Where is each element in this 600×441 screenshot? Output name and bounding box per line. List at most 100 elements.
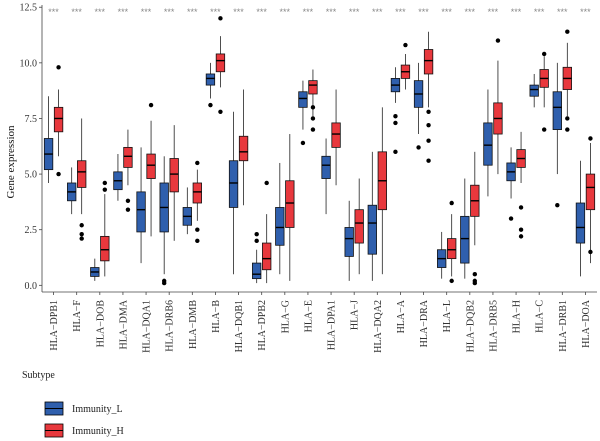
- box-immunity-h: [308, 80, 318, 95]
- x-tick-label: HLA−DMB: [188, 300, 199, 349]
- outlier-immunity-h: [565, 116, 570, 121]
- outlier-immunity-l: [161, 278, 167, 284]
- x-tick-label: HLA−DPB2: [257, 300, 268, 351]
- outlier-immunity-h: [518, 227, 524, 232]
- significance-label: ***: [95, 7, 106, 17]
- x-tick-label: HLA−DRA: [419, 299, 430, 347]
- x-tick-label: HLA−DQA1: [142, 300, 153, 353]
- box-immunity-h: [100, 235, 110, 262]
- y-tick-label: 2.5: [25, 225, 38, 236]
- outlier-immunity-h: [426, 122, 431, 128]
- outlier-immunity-h: [403, 42, 408, 48]
- box-immunity-h: [331, 122, 341, 148]
- outlier-immunity-h: [565, 29, 570, 34]
- outlier-immunity-h: [310, 116, 316, 121]
- significance-label: ***: [280, 7, 291, 17]
- y-tick-label: 12.5: [20, 3, 38, 14]
- box-immunity-h: [262, 242, 272, 271]
- significance-label: ***: [534, 7, 545, 17]
- box-immunity-l: [275, 207, 285, 246]
- x-tick-label: HLA−B: [211, 300, 222, 333]
- box-immunity-h: [354, 209, 364, 244]
- outlier-immunity-h: [195, 160, 200, 166]
- x-tick-label: HLA−A: [396, 299, 407, 333]
- outlier-immunity-h: [588, 249, 593, 255]
- x-tick-label: HLA−DQA2: [373, 300, 384, 353]
- outlier-immunity-h: [56, 171, 61, 177]
- outlier-immunity-h: [518, 205, 524, 210]
- box-immunity-l: [344, 227, 354, 257]
- x-tick-label: HLA−DQB2: [465, 300, 476, 352]
- outlier-immunity-h: [310, 127, 316, 132]
- significance-label: ***: [372, 7, 383, 17]
- x-tick-label: HLA−J: [350, 300, 361, 330]
- x-tick-label: HLA−C: [535, 300, 546, 333]
- box-immunity-h: [53, 106, 64, 133]
- box-immunity-h: [215, 53, 226, 73]
- outlier-immunity-h: [449, 278, 454, 284]
- box-immunity-h: [447, 238, 457, 260]
- outlier-immunity-h: [310, 105, 316, 110]
- box-immunity-h: [585, 173, 596, 211]
- significance-label: ***: [511, 7, 522, 17]
- y-tick-label: 7.5: [25, 114, 38, 125]
- outlier-immunity-h: [56, 65, 61, 70]
- outlier-immunity-l: [254, 231, 259, 237]
- outlier-immunity-h: [148, 102, 154, 108]
- significance-label: ***: [303, 7, 314, 17]
- box-immunity-l: [298, 91, 308, 108]
- x-tick-label: HLA−DMA: [118, 299, 129, 349]
- box-immunity-h: [238, 135, 249, 162]
- box-immunity-l: [367, 204, 377, 255]
- significance-label: ***: [187, 7, 198, 17]
- x-tick-label: HLA−G: [280, 300, 291, 333]
- x-tick-label: HLA−DRB1: [558, 300, 569, 352]
- outlier-immunity-h: [79, 236, 84, 241]
- outlier-immunity-l: [393, 114, 398, 119]
- box-immunity-l: [460, 215, 470, 264]
- box-immunity-h: [423, 49, 434, 75]
- box-immunity-h: [77, 160, 87, 188]
- outlier-immunity-h: [565, 127, 570, 132]
- significance-label: ***: [488, 7, 499, 17]
- box-immunity-l: [552, 91, 562, 130]
- outlier-immunity-h: [472, 280, 478, 286]
- significance-label: ***: [48, 7, 59, 17]
- x-tick-label: HLA−DRB6: [165, 300, 176, 352]
- box-immunity-l: [529, 84, 539, 97]
- significance-label: ***: [71, 7, 82, 17]
- significance-label: ***: [210, 7, 221, 17]
- outlier-immunity-h: [472, 272, 478, 277]
- box-immunity-l: [321, 155, 331, 179]
- outlier-immunity-h: [518, 234, 524, 239]
- box-immunity-h: [192, 182, 202, 204]
- significance-label: ***: [164, 7, 175, 17]
- outlier-immunity-l: [555, 203, 560, 208]
- outlier-immunity-h: [426, 158, 431, 163]
- significance-label: ***: [118, 7, 129, 17]
- outlier-immunity-l: [508, 216, 514, 221]
- outlier-immunity-l: [416, 145, 421, 150]
- x-tick-label: HLA−H: [512, 300, 523, 333]
- y-tick-label: 10.0: [20, 58, 38, 69]
- significance-label: ***: [349, 7, 360, 17]
- y-tick-label: 5.0: [25, 170, 38, 181]
- significance-label: ***: [395, 7, 406, 17]
- outlier-immunity-l: [300, 140, 306, 146]
- x-tick-label: HLA−DOA: [581, 299, 592, 348]
- legend-title: Subtype: [22, 370, 55, 381]
- outlier-immunity-h: [218, 16, 223, 21]
- significance-label: ***: [557, 7, 568, 17]
- x-tick-label: HLA−DOB: [95, 300, 106, 348]
- box-immunity-l: [205, 73, 216, 86]
- significance-label: ***: [580, 7, 591, 17]
- x-tick-label: HLA−DQB1: [234, 300, 245, 352]
- x-tick-label: HLA−F: [72, 300, 83, 332]
- outlier-immunity-h: [195, 238, 200, 244]
- outlier-immunity-h: [449, 200, 454, 206]
- box-immunity-l: [252, 262, 262, 280]
- significance-label: ***: [141, 7, 152, 17]
- outlier-immunity-l: [208, 102, 213, 108]
- outlier-immunity-h: [102, 180, 108, 186]
- x-tick-label: HLA−DRB5: [488, 300, 499, 352]
